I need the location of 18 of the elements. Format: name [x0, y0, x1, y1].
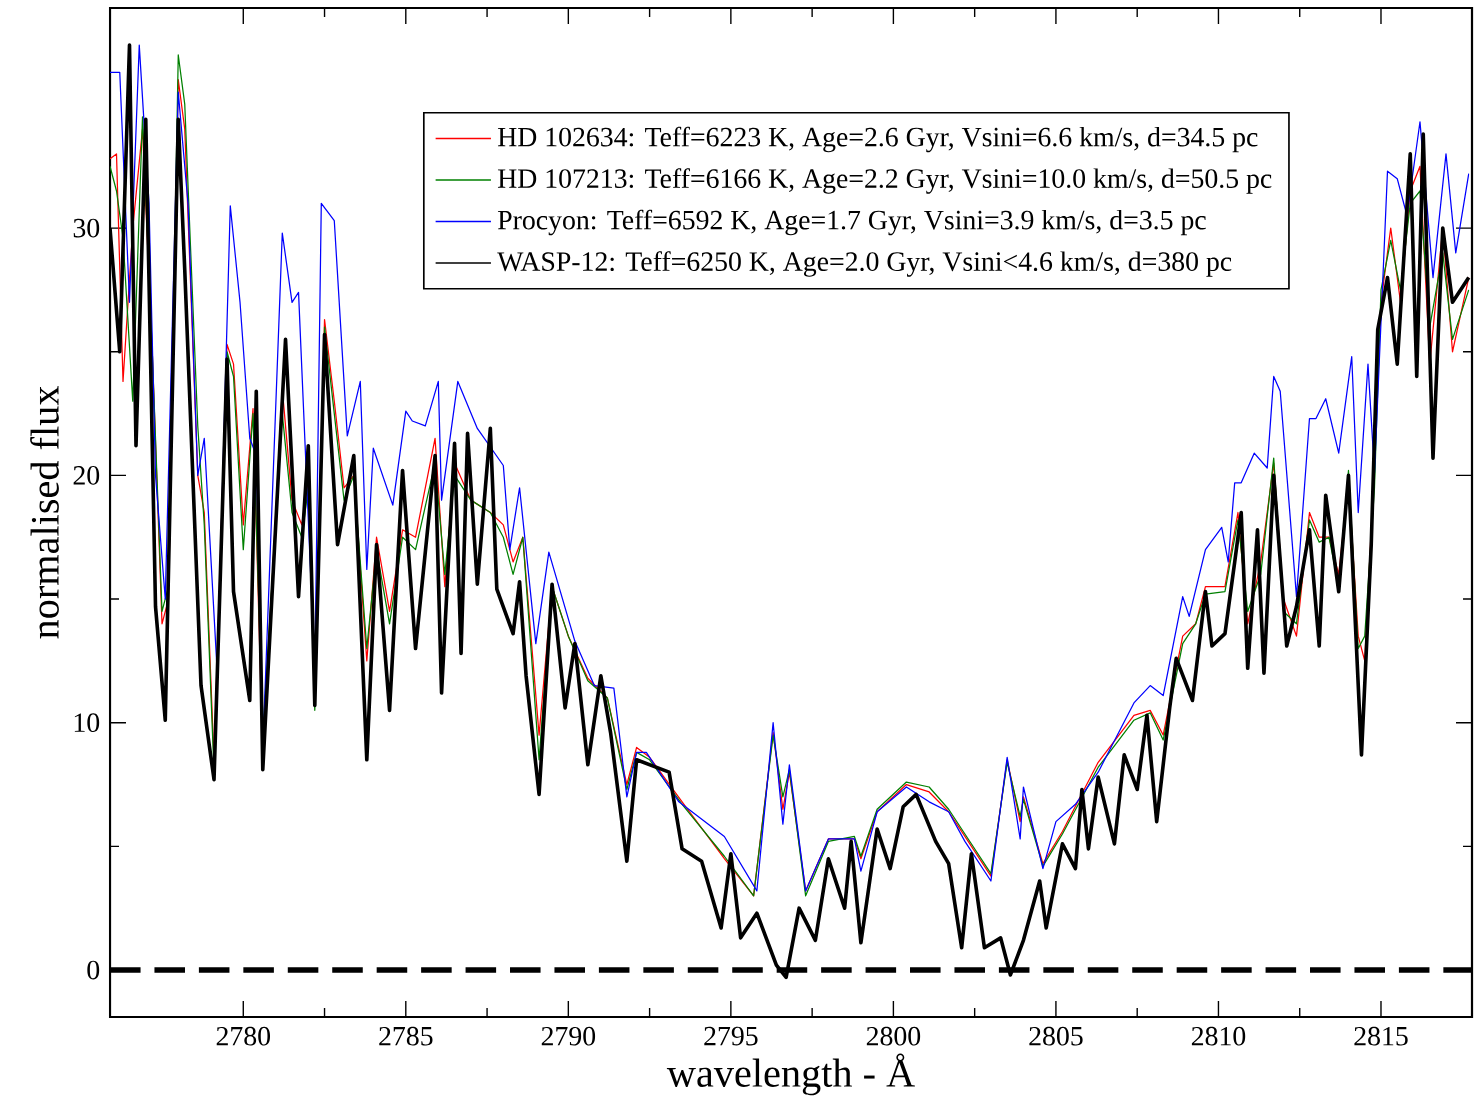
y-tick-label: 30: [73, 218, 100, 238]
legend-label: WASP-12: Teff=6250 K, Age=2.0 Gyr, Vsini<4.6 km/s, d=380 pc: [497, 251, 1232, 277]
y-tick-label: 0: [87, 960, 100, 980]
x-tick-label: 2790: [541, 1026, 596, 1046]
y-tick-label: 10: [74, 713, 100, 733]
legend-label: HD 107213: Teff=6166 K, Age=2.2 Gyr, Vsini=10.0 km/s, d=50.5 pc: [497, 168, 1272, 194]
x-tick-label: 2815: [1354, 1026, 1408, 1046]
legend-label: Procyon: Teff=6592 K, Age=1.7 Gyr, Vsini=3.9 km/s, d=3.5 pc: [497, 209, 1206, 236]
x-axis-title: wavelength - Å: [666, 1053, 915, 1096]
x-tick-label: 2800: [866, 1026, 921, 1046]
x-tick-label: 2780: [216, 1026, 271, 1046]
y-tick-label: 20: [73, 466, 100, 485]
x-tick-label: 2795: [704, 1026, 758, 1046]
x-tick-label: 2805: [1029, 1026, 1083, 1046]
x-tick-label: 2810: [1191, 1026, 1246, 1046]
legend-label: HD 102634: Teff=6223 K, Age=2.6 Gyr, Vsini=6.6 km/s, d=34.5 pc: [497, 126, 1258, 153]
x-tick-label: 2785: [379, 1026, 433, 1046]
y-axis-title: normalised flux: [30, 386, 59, 639]
